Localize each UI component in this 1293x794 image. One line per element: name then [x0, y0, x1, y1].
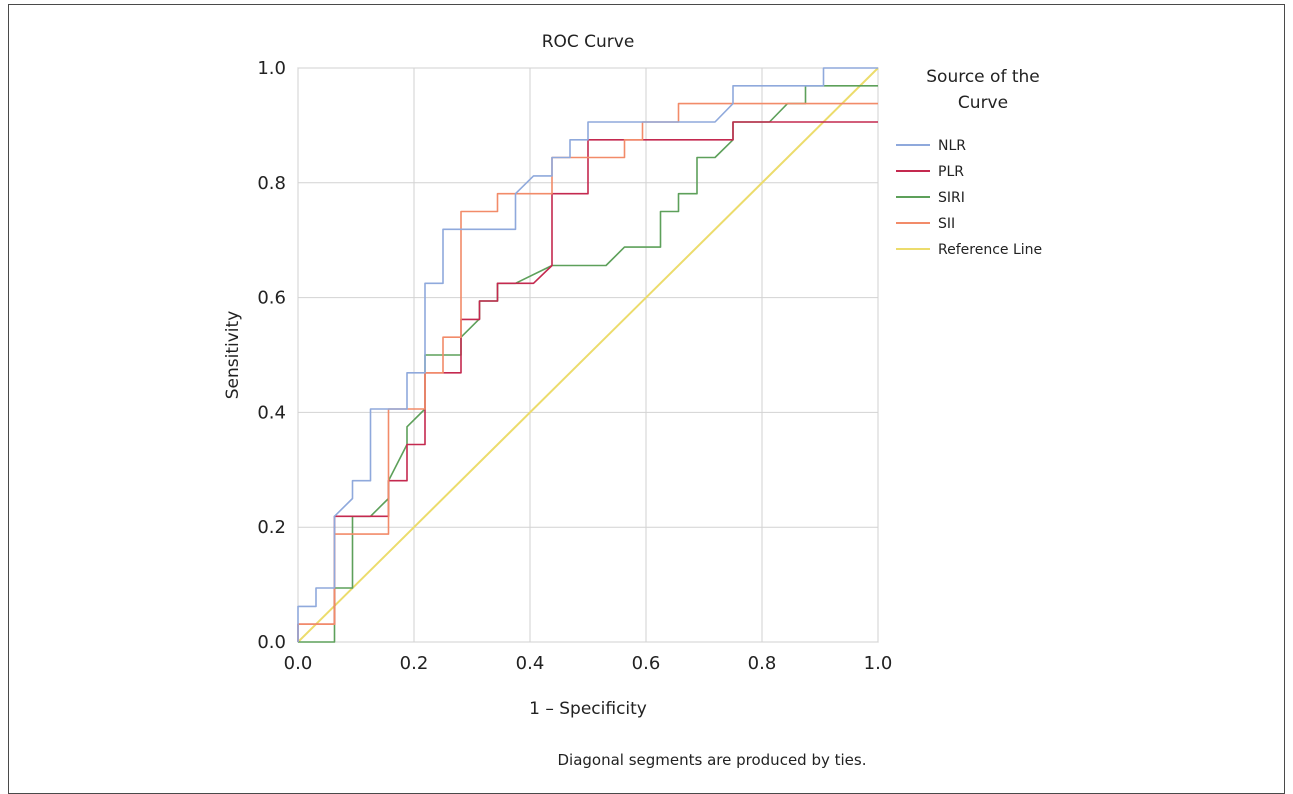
y-tick-label: 0.8	[257, 173, 286, 194]
legend: Source of the Curve NLR PLR SIRI SII Referen…	[896, 67, 1042, 258]
y-tick-label: 0.4	[257, 402, 286, 423]
x-tick-label: 0.0	[284, 653, 313, 674]
gridlines	[297, 67, 879, 643]
x-tick-label: 1.0	[864, 653, 893, 674]
x-tick-label: 0.2	[400, 653, 429, 674]
chart-title: ROC Curve	[542, 32, 635, 52]
footnote: Diagonal segments are produced by ties.	[557, 751, 866, 769]
x-tick-label: 0.6	[632, 653, 661, 674]
legend-label-plr: PLR	[938, 164, 964, 180]
legend-label-siri: SIRI	[938, 190, 965, 206]
y-tick-label: 0.2	[257, 517, 286, 538]
legend-title-line-1: Source of the	[926, 67, 1039, 87]
curve-reference-line	[297, 67, 879, 643]
y-tick-label: 0.0	[257, 632, 286, 653]
y-tick-label: 1.0	[257, 58, 286, 79]
curve-sii	[297, 102, 878, 642]
legend-label-reference-line: Reference Line	[938, 242, 1042, 258]
legend-label-nlr: NLR	[938, 138, 966, 154]
y-axis-label: Sensitivity	[223, 311, 243, 400]
x-axis-label: 1 – Specificity	[529, 699, 647, 719]
legend-title-line-2: Curve	[958, 93, 1008, 113]
legend-label-sii: SII	[938, 216, 955, 232]
curves	[297, 67, 879, 643]
x-tick-label: 0.8	[748, 653, 777, 674]
curve-nlr	[297, 67, 878, 642]
tick-labels: 0.0 0.2 0.4 0.6 0.8 1.0 0.0 0.2 0.4 0.6 0.8 1.0	[257, 58, 892, 674]
y-tick-label: 0.6	[257, 288, 286, 309]
x-tick-label: 0.4	[516, 653, 545, 674]
